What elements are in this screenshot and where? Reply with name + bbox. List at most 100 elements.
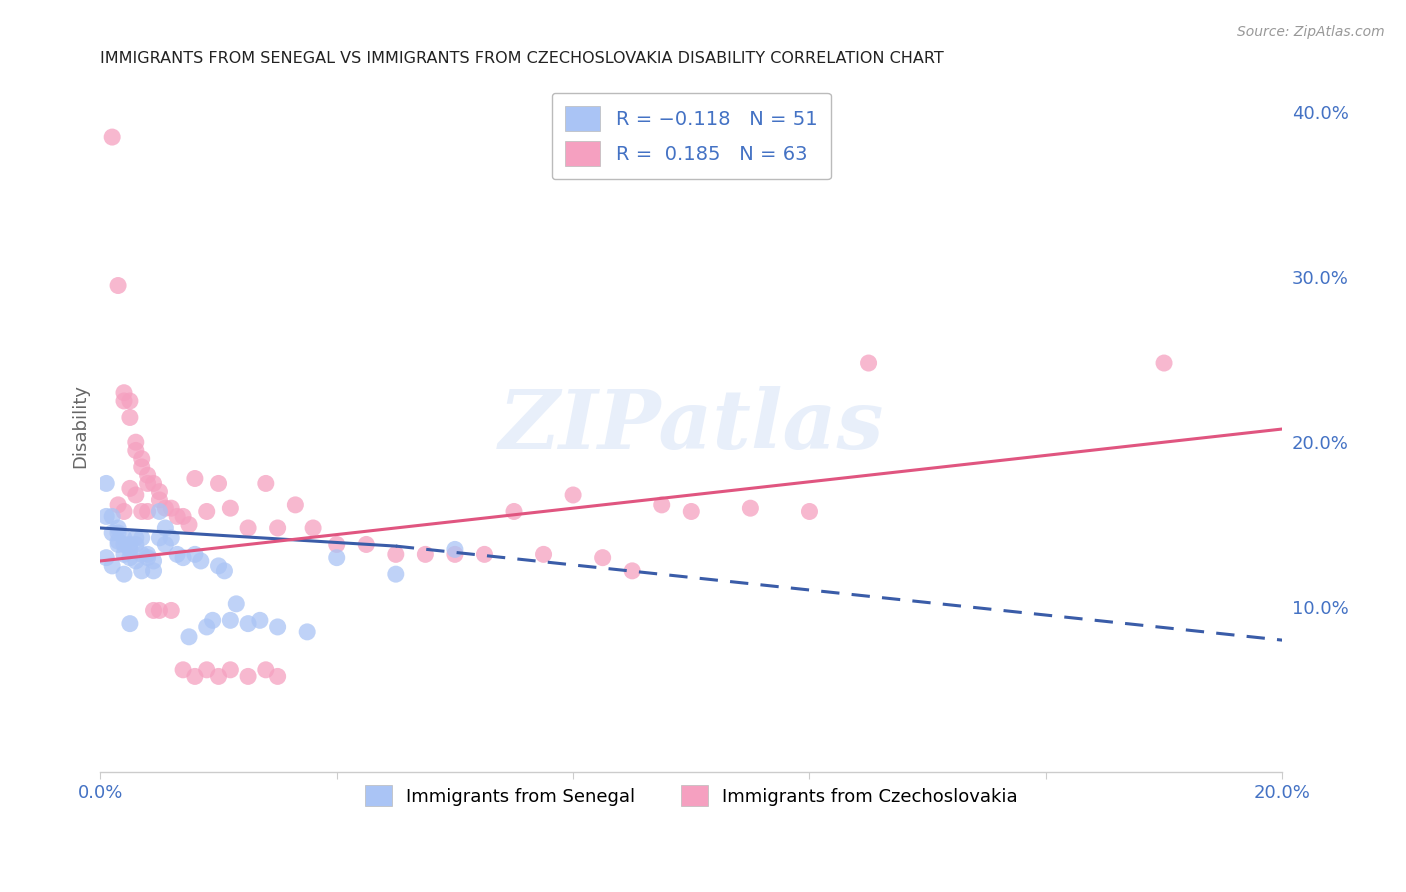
Text: IMMIGRANTS FROM SENEGAL VS IMMIGRANTS FROM CZECHOSLOVAKIA DISABILITY CORRELATION: IMMIGRANTS FROM SENEGAL VS IMMIGRANTS FR… (100, 51, 943, 66)
Point (356, 537, 378, 551)
Point (107, 498, 129, 512)
Point (184, 669, 207, 683)
Point (592, 550, 614, 565)
Point (166, 509, 188, 524)
Point (131, 504, 153, 518)
Point (219, 663, 242, 677)
Legend: Immigrants from Senegal, Immigrants from Czechoslovakia: Immigrants from Senegal, Immigrants from… (356, 776, 1026, 815)
Point (166, 547, 188, 561)
Point (125, 531, 148, 545)
Point (131, 459, 153, 474)
Point (219, 501, 242, 516)
Point (112, 385, 135, 400)
Point (621, 564, 644, 578)
Point (172, 663, 194, 677)
Point (112, 504, 135, 518)
Point (184, 471, 207, 485)
Point (266, 521, 288, 535)
Point (118, 410, 141, 425)
Point (207, 476, 229, 491)
Point (136, 476, 159, 491)
Point (325, 550, 347, 565)
Point (184, 547, 207, 561)
Point (118, 616, 141, 631)
Point (444, 547, 467, 561)
Point (112, 537, 135, 551)
Point (214, 564, 236, 578)
Point (142, 603, 165, 617)
Point (195, 663, 218, 677)
Point (681, 504, 703, 518)
Point (254, 663, 277, 677)
Point (155, 537, 177, 551)
Point (131, 564, 153, 578)
Point (136, 547, 159, 561)
Point (740, 501, 762, 516)
Point (190, 554, 212, 568)
Point (249, 613, 271, 627)
Point (107, 278, 129, 293)
Point (118, 537, 141, 551)
Point (201, 613, 224, 627)
Point (236, 669, 259, 683)
Point (118, 542, 141, 557)
Point (148, 531, 170, 545)
Point (112, 567, 135, 582)
Point (415, 547, 437, 561)
Point (148, 492, 170, 507)
Point (101, 525, 124, 540)
Point (295, 624, 318, 639)
Point (96, 509, 118, 524)
Point (131, 531, 153, 545)
Point (118, 394, 141, 409)
Point (160, 501, 183, 516)
Point (474, 547, 496, 561)
Point (385, 567, 408, 582)
Point (136, 550, 159, 565)
Point (651, 498, 673, 512)
Point (107, 521, 129, 535)
Point (799, 504, 821, 518)
Point (112, 547, 135, 561)
Point (160, 603, 183, 617)
Point (177, 630, 200, 644)
Point (302, 521, 325, 535)
Point (195, 620, 218, 634)
Point (125, 488, 148, 502)
Point (96, 550, 118, 565)
Point (107, 534, 129, 549)
Point (101, 558, 124, 573)
Point (125, 435, 148, 450)
Point (148, 484, 170, 499)
Point (858, 356, 880, 370)
Point (155, 501, 177, 516)
Point (118, 482, 141, 496)
Point (254, 476, 277, 491)
Point (101, 509, 124, 524)
Point (125, 443, 148, 458)
Point (284, 498, 307, 512)
Point (136, 504, 159, 518)
Point (266, 620, 288, 634)
Point (385, 547, 408, 561)
Point (219, 613, 242, 627)
Point (160, 531, 183, 545)
Point (503, 504, 526, 518)
Point (142, 554, 165, 568)
Point (125, 554, 148, 568)
Point (195, 504, 218, 518)
Point (207, 669, 229, 683)
Point (225, 597, 247, 611)
Point (562, 488, 585, 502)
Point (101, 130, 124, 145)
Point (148, 603, 170, 617)
Point (142, 564, 165, 578)
Point (96, 476, 118, 491)
Y-axis label: Disability: Disability (72, 384, 89, 467)
Point (125, 537, 148, 551)
Text: Source: ZipAtlas.com: Source: ZipAtlas.com (1237, 25, 1385, 39)
Point (172, 509, 194, 524)
Point (207, 558, 229, 573)
Point (131, 451, 153, 466)
Point (142, 476, 165, 491)
